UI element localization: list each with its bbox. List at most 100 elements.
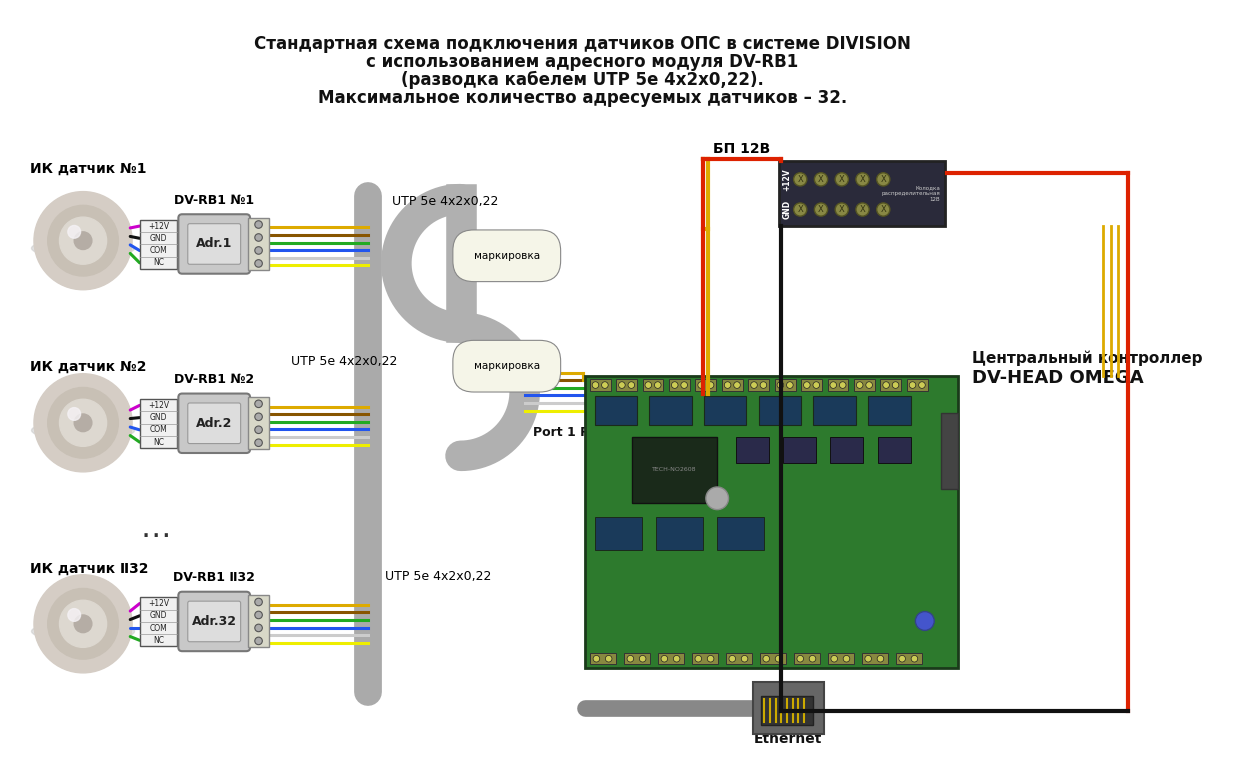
Circle shape (776, 655, 782, 662)
Bar (590, 653, 616, 665)
Circle shape (254, 400, 262, 408)
Circle shape (645, 381, 652, 388)
Circle shape (68, 608, 80, 621)
Circle shape (661, 655, 668, 662)
Circle shape (909, 381, 916, 388)
Bar (140, 399, 178, 449)
Circle shape (627, 655, 634, 662)
Text: ⋯: ⋯ (141, 522, 170, 550)
Circle shape (254, 624, 262, 631)
Circle shape (856, 203, 869, 216)
Circle shape (68, 225, 80, 239)
Bar (906, 379, 927, 391)
Bar (726, 653, 752, 665)
Text: NC: NC (153, 438, 164, 447)
Circle shape (751, 381, 757, 388)
Circle shape (892, 381, 899, 388)
Text: X: X (798, 205, 803, 214)
Circle shape (741, 655, 748, 662)
Bar (830, 437, 863, 463)
Bar (718, 517, 764, 550)
Text: GND: GND (149, 413, 167, 422)
Circle shape (619, 381, 625, 388)
Text: маркировка: маркировка (474, 251, 540, 261)
Bar (248, 595, 269, 648)
Circle shape (814, 203, 827, 216)
Text: +12V: +12V (148, 401, 169, 410)
Text: Колодка
распределительная
12В: Колодка распределительная 12В (881, 185, 940, 201)
Circle shape (592, 381, 599, 388)
Text: ИК датчик Ⅱ32: ИК датчик Ⅱ32 (30, 561, 148, 575)
Text: Adr.32: Adr.32 (191, 615, 237, 628)
Text: X: X (881, 205, 887, 214)
Circle shape (74, 232, 91, 249)
Bar (594, 396, 637, 425)
Bar (669, 379, 690, 391)
Circle shape (48, 588, 119, 659)
Circle shape (777, 381, 784, 388)
Text: DV-RB1 №2: DV-RB1 №2 (174, 373, 254, 386)
Circle shape (729, 655, 736, 662)
Text: БП 12В: БП 12В (714, 142, 771, 156)
Bar (695, 379, 716, 391)
FancyBboxPatch shape (188, 224, 241, 264)
Text: DV-RB1 Ⅱ32: DV-RB1 Ⅱ32 (173, 571, 256, 584)
Bar (748, 379, 769, 391)
Text: Стандартная схема подключения датчиков ОПС в системе DIVISION: Стандартная схема подключения датчиков О… (254, 35, 910, 53)
Bar (941, 413, 958, 489)
Text: маркировка: маркировка (474, 361, 540, 371)
Text: DV-HEAD OMEGA: DV-HEAD OMEGA (972, 368, 1144, 387)
Circle shape (804, 381, 810, 388)
Circle shape (254, 426, 262, 434)
Circle shape (883, 381, 889, 388)
Bar (868, 396, 910, 425)
Ellipse shape (32, 621, 135, 642)
Bar (692, 653, 718, 665)
Circle shape (840, 381, 846, 388)
Text: X: X (818, 205, 824, 214)
Text: COM: COM (149, 425, 168, 435)
Bar (758, 396, 802, 425)
Circle shape (797, 655, 804, 662)
Circle shape (856, 381, 863, 388)
Text: Ethernet: Ethernet (753, 733, 823, 747)
Circle shape (708, 655, 714, 662)
Circle shape (48, 388, 119, 458)
Circle shape (254, 247, 262, 254)
Circle shape (734, 381, 740, 388)
Circle shape (673, 655, 680, 662)
Circle shape (68, 408, 80, 420)
Text: DV-RB1 №1: DV-RB1 №1 (174, 194, 254, 207)
Text: GND: GND (783, 200, 792, 219)
Text: +12V: +12V (783, 168, 792, 191)
Text: GND: GND (149, 234, 167, 243)
Bar (878, 437, 910, 463)
Bar (827, 379, 848, 391)
Bar (248, 398, 269, 449)
Bar (827, 653, 855, 665)
Circle shape (35, 191, 132, 290)
Circle shape (835, 173, 848, 186)
Circle shape (254, 221, 262, 229)
Circle shape (814, 173, 827, 186)
Circle shape (794, 203, 806, 216)
Circle shape (59, 601, 106, 648)
Circle shape (877, 203, 890, 216)
Bar (783, 437, 816, 463)
Text: ИК датчик №2: ИК датчик №2 (30, 360, 147, 374)
Circle shape (655, 381, 661, 388)
Text: UTP 5е 4х2х0,22: UTP 5е 4х2х0,22 (290, 355, 396, 368)
Bar (881, 379, 902, 391)
Circle shape (680, 381, 688, 388)
Bar (704, 396, 746, 425)
Bar (814, 396, 856, 425)
FancyBboxPatch shape (178, 394, 249, 453)
Circle shape (254, 413, 262, 421)
Bar (802, 379, 823, 391)
Text: TECH-NO2608: TECH-NO2608 (652, 468, 697, 472)
Text: X: X (798, 175, 803, 184)
Circle shape (724, 381, 731, 388)
Text: Центральный контроллер: Центральный контроллер (972, 351, 1203, 367)
Bar (658, 653, 684, 665)
Circle shape (59, 217, 106, 264)
